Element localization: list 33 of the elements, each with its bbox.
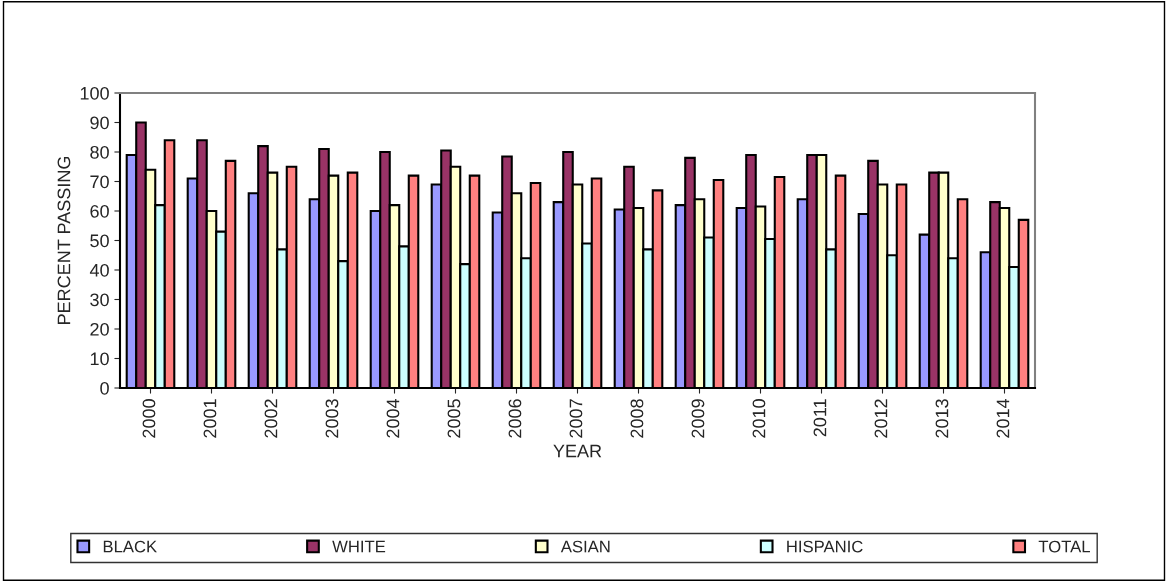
y-tick-label: 30: [90, 293, 109, 307]
y-axis-title: PERCENT PASSING: [57, 156, 71, 324]
y-tick-label: 90: [90, 116, 109, 130]
y-tick-label: 20: [90, 322, 109, 336]
legend-label: WHITE: [332, 540, 386, 553]
y-tick-label: 100: [80, 86, 109, 100]
x-tick-label: 2001: [203, 399, 217, 438]
x-tick-label: 2014: [996, 398, 1010, 438]
x-tick-label: 2005: [447, 399, 461, 438]
x-tick-label: 2000: [142, 399, 156, 438]
x-tick-label: 2013: [935, 399, 949, 438]
x-tick-label: 2012: [874, 399, 888, 438]
x-tick-label: 2006: [508, 399, 522, 438]
x-axis-title: YEAR: [553, 444, 602, 458]
legend-label: HISPANIC: [787, 540, 863, 553]
x-tick-label: 2004: [386, 398, 400, 438]
y-tick-label: 70: [90, 175, 109, 189]
x-tick-label: 2003: [325, 399, 339, 438]
legend-label: TOTAL: [1038, 540, 1090, 553]
legend-label: ASIAN: [560, 540, 610, 553]
legend-label: BLACK: [103, 540, 157, 553]
y-tick-label: 60: [90, 204, 109, 218]
y-tick-label: 0: [100, 381, 109, 395]
x-tick-label: 2009: [691, 399, 705, 438]
y-tick-label: 50: [90, 234, 109, 248]
y-tick-label: 80: [90, 145, 109, 159]
x-tick-label: 2010: [752, 399, 766, 438]
y-tick-label: 40: [89, 263, 109, 277]
x-tick-label: 2008: [630, 399, 644, 438]
x-tick-label: 2002: [264, 399, 278, 438]
x-tick-label: 2007: [569, 399, 583, 438]
x-tick-label: 2011: [813, 399, 827, 437]
y-tick-label: 10: [90, 352, 109, 366]
